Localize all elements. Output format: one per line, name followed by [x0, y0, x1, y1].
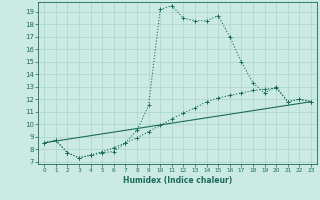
- X-axis label: Humidex (Indice chaleur): Humidex (Indice chaleur): [123, 176, 232, 185]
